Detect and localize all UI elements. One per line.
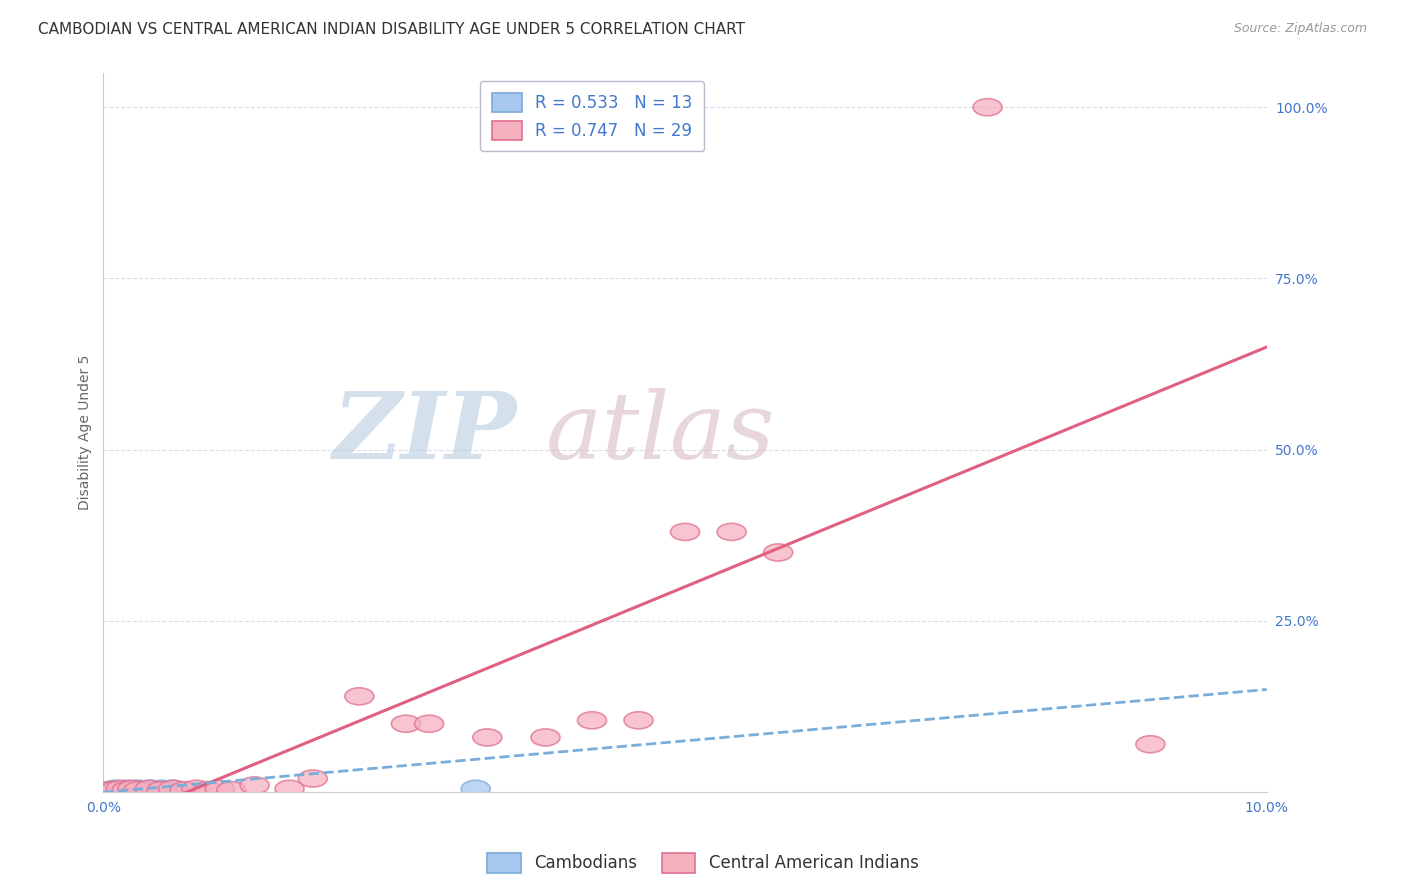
Ellipse shape: [973, 99, 1002, 116]
Ellipse shape: [112, 781, 141, 798]
Ellipse shape: [124, 780, 153, 797]
Y-axis label: Disability Age Under 5: Disability Age Under 5: [79, 355, 93, 510]
Legend: R = 0.533   N = 13, R = 0.747   N = 29: R = 0.533 N = 13, R = 0.747 N = 29: [479, 81, 704, 152]
Ellipse shape: [107, 781, 135, 798]
Ellipse shape: [205, 780, 235, 797]
Ellipse shape: [153, 781, 181, 798]
Ellipse shape: [118, 781, 148, 798]
Ellipse shape: [298, 770, 328, 787]
Ellipse shape: [415, 715, 444, 732]
Ellipse shape: [671, 524, 700, 541]
Ellipse shape: [344, 688, 374, 705]
Ellipse shape: [1136, 736, 1166, 753]
Ellipse shape: [461, 780, 491, 797]
Ellipse shape: [763, 544, 793, 561]
Ellipse shape: [181, 780, 211, 797]
Ellipse shape: [148, 780, 176, 797]
Text: ZIP: ZIP: [332, 388, 516, 477]
Ellipse shape: [472, 729, 502, 746]
Ellipse shape: [100, 781, 129, 798]
Ellipse shape: [159, 780, 188, 797]
Ellipse shape: [170, 781, 200, 798]
Text: CAMBODIAN VS CENTRAL AMERICAN INDIAN DISABILITY AGE UNDER 5 CORRELATION CHART: CAMBODIAN VS CENTRAL AMERICAN INDIAN DIS…: [38, 22, 745, 37]
Ellipse shape: [129, 781, 159, 798]
Ellipse shape: [276, 780, 304, 797]
Ellipse shape: [159, 780, 188, 797]
Ellipse shape: [135, 780, 165, 797]
Ellipse shape: [194, 781, 222, 798]
Ellipse shape: [118, 780, 148, 797]
Text: Source: ZipAtlas.com: Source: ZipAtlas.com: [1233, 22, 1367, 36]
Ellipse shape: [624, 712, 652, 729]
Ellipse shape: [141, 781, 170, 798]
Ellipse shape: [148, 781, 176, 798]
Ellipse shape: [217, 781, 246, 798]
Ellipse shape: [124, 781, 153, 798]
Ellipse shape: [135, 780, 165, 797]
Legend: Cambodians, Central American Indians: Cambodians, Central American Indians: [481, 847, 925, 880]
Ellipse shape: [107, 780, 135, 797]
Ellipse shape: [531, 729, 560, 746]
Ellipse shape: [717, 524, 747, 541]
Ellipse shape: [112, 780, 141, 797]
Ellipse shape: [100, 780, 129, 797]
Ellipse shape: [240, 777, 269, 794]
Ellipse shape: [578, 712, 606, 729]
Ellipse shape: [94, 781, 124, 798]
Text: atlas: atlas: [546, 388, 775, 477]
Ellipse shape: [391, 715, 420, 732]
Ellipse shape: [94, 781, 124, 798]
